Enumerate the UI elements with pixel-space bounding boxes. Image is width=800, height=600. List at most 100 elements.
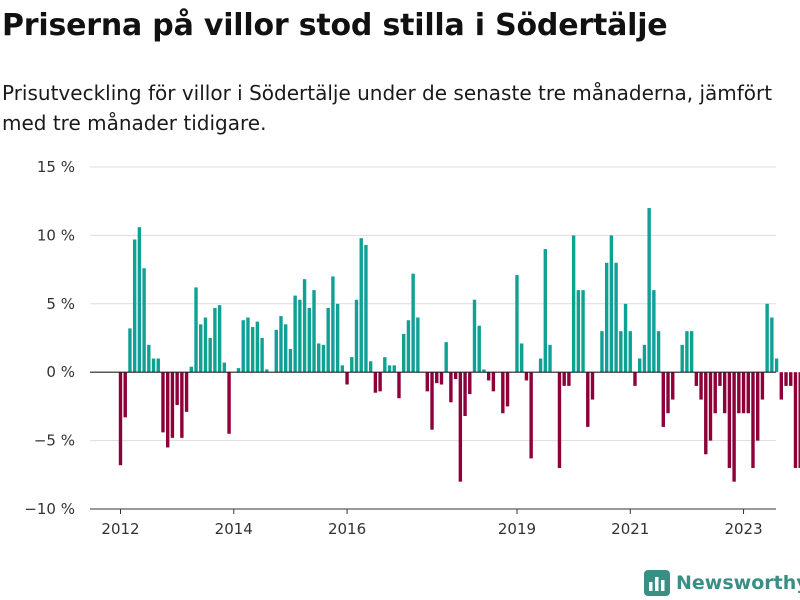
- bar: [468, 372, 472, 395]
- bar: [265, 369, 269, 373]
- bar: [302, 279, 307, 373]
- bar: [340, 365, 345, 373]
- bar: [463, 372, 467, 416]
- bar: [293, 295, 297, 373]
- grid-layer: [90, 166, 776, 510]
- bar: [699, 372, 703, 400]
- x-tick-label: 2019: [498, 520, 536, 538]
- bar: [354, 299, 359, 373]
- brand-name: Newsworthy: [676, 572, 800, 594]
- bar: [132, 239, 137, 373]
- bar: [486, 372, 491, 381]
- bar: [576, 290, 581, 373]
- bar: [217, 305, 222, 373]
- y-tick-label: 10 %: [37, 226, 75, 244]
- bar: [689, 331, 694, 373]
- bar: [538, 358, 543, 373]
- bar: [284, 324, 288, 373]
- y-tick-label: 0 %: [46, 363, 75, 381]
- bar: [170, 372, 175, 438]
- x-tick-label: 2023: [724, 520, 762, 538]
- bar: [604, 262, 609, 373]
- bar: [246, 317, 250, 373]
- bar: [661, 372, 665, 427]
- bar: [656, 331, 661, 373]
- bar: [331, 276, 335, 373]
- bar: [137, 227, 142, 373]
- bar: [203, 317, 208, 373]
- bar: [789, 372, 793, 386]
- bar: [260, 338, 264, 373]
- bar: [458, 372, 463, 482]
- bar: [567, 372, 571, 386]
- bar: [128, 328, 132, 373]
- bar: [751, 372, 755, 468]
- bar: [505, 372, 510, 407]
- bar: [685, 331, 689, 373]
- bar: [581, 290, 585, 373]
- bar: [737, 372, 741, 414]
- bar: [529, 372, 533, 459]
- bar: [524, 372, 529, 381]
- bar: [241, 320, 245, 373]
- bar: [199, 324, 203, 373]
- bar: [501, 372, 505, 414]
- bar: [378, 372, 382, 392]
- bar: [600, 331, 604, 373]
- bar-layer: [118, 208, 800, 482]
- bar: [628, 331, 632, 373]
- bar: [368, 361, 373, 373]
- bar: [402, 333, 406, 373]
- bar: [255, 321, 260, 373]
- page-title: Priserna på villor stod stilla i Södertä…: [2, 8, 668, 43]
- bar: [798, 372, 800, 468]
- bar: [307, 307, 311, 373]
- bar: [250, 327, 255, 373]
- bar: [477, 325, 481, 373]
- bar: [680, 344, 684, 373]
- bar: [411, 273, 415, 373]
- bar: [666, 372, 670, 414]
- bar: [439, 372, 444, 385]
- bar: [623, 303, 628, 373]
- x-tick-label: 2021: [611, 520, 649, 538]
- bar: [222, 362, 227, 373]
- bar: [562, 372, 566, 386]
- bar: [359, 238, 363, 373]
- bar: [638, 358, 642, 373]
- bar: [383, 357, 387, 373]
- bar: [713, 372, 717, 414]
- bar: [784, 372, 788, 386]
- axis-layer: 15 % 10 % 5 % 0 % −5 % −10 % 2012 2014 2016 2019 2…: [24, 158, 776, 538]
- bar: [732, 372, 736, 482]
- bar: [652, 290, 656, 373]
- bar: [704, 372, 708, 455]
- bar: [694, 372, 699, 386]
- bar: [491, 372, 496, 392]
- bar: [189, 366, 193, 373]
- bar: [774, 358, 779, 373]
- bar: [317, 343, 321, 373]
- x-tick-label: 2016: [328, 520, 366, 538]
- bar: [298, 299, 302, 373]
- bar: [387, 365, 392, 373]
- y-tick-label: 15 %: [37, 158, 75, 176]
- bar: [326, 307, 330, 373]
- bar: [453, 372, 458, 380]
- bar: [708, 372, 713, 441]
- bar: [727, 372, 732, 468]
- y-tick-label: −10 %: [24, 500, 75, 518]
- page-subtitle: Prisutveckling för villor i Södertälje u…: [2, 81, 773, 135]
- bar-chart: 15 % 10 % 5 % 0 % −5 % −10 % 2012 2014 2016 2019 2…: [24, 158, 800, 538]
- bar: [147, 344, 151, 373]
- bar: [416, 317, 420, 373]
- bar: [520, 343, 524, 373]
- x-tick-label: 2014: [215, 520, 253, 538]
- bar: [397, 372, 401, 399]
- bar: [279, 316, 283, 373]
- bar: [571, 235, 576, 373]
- bar: [633, 372, 637, 386]
- bar: [722, 372, 727, 414]
- bar: [166, 372, 170, 448]
- bar: [274, 329, 278, 373]
